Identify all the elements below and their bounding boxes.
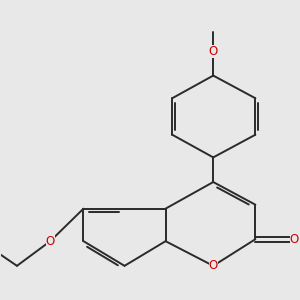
- Text: O: O: [46, 235, 55, 248]
- Text: O: O: [208, 45, 218, 58]
- Text: O: O: [290, 233, 299, 246]
- Text: O: O: [208, 259, 218, 272]
